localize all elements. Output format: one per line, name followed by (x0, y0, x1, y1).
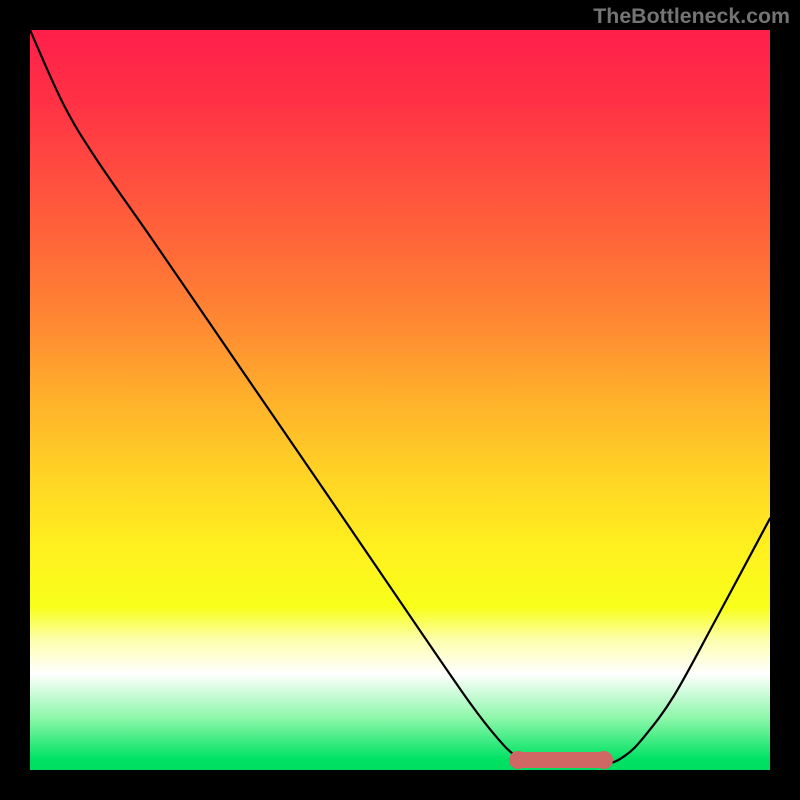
chart-root: TheBottleneck.com (0, 0, 800, 800)
bottleneck-curve (30, 30, 770, 765)
curve-layer (30, 30, 770, 770)
plot-area (30, 30, 770, 770)
platform-marker (515, 752, 607, 768)
watermark-text: TheBottleneck.com (593, 4, 790, 29)
platform-cap-left (509, 751, 527, 769)
